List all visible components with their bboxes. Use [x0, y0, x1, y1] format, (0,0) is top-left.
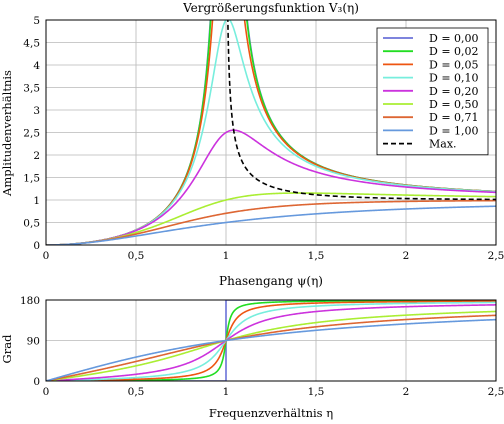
amplitude-panel: Vergrößerungsfunktion V₃(η) Amplitudenve…	[0, 1, 504, 262]
amplitude-x-tick-label: 1	[223, 250, 230, 262]
phase-chart-title: Phasengang ψ(η)	[219, 274, 323, 288]
legend-item: Max.	[383, 138, 457, 151]
phase-x-tick-label: 2	[403, 386, 410, 398]
amplitude-curve-7	[46, 205, 496, 245]
amplitude-y-tick-label: 5	[33, 15, 40, 27]
phase-curve-3	[46, 301, 496, 381]
phase-x-axis-label: Frequenzverhältnis η	[209, 406, 333, 420]
amplitude-y-tick-label: 4,5	[23, 38, 40, 50]
amplitude-x-tick-label: 0	[43, 250, 50, 262]
legend: D = 0,00D = 0,02D = 0,05D = 0,10D = 0,20…	[376, 27, 489, 156]
phase-curve-7	[46, 318, 496, 381]
legend-label: Max.	[429, 138, 457, 151]
legend-item: D = 0,02	[383, 45, 479, 58]
legend-item: D = 1,00	[383, 124, 479, 137]
legend-label: D = 0,71	[429, 111, 479, 124]
legend-item: D = 0,50	[383, 98, 479, 111]
legend-item: D = 0,05	[383, 58, 479, 71]
phase-curve-5	[46, 310, 496, 381]
amplitude-max-curve	[227, 20, 496, 201]
phase-plot-frame	[45, 299, 497, 382]
amplitude-y-tick-label: 2	[33, 150, 40, 162]
phase-y-axis-label: Grad	[0, 334, 14, 364]
phase-y-tick-label: 0	[33, 376, 40, 388]
phase-x-tick-label: 2,5	[488, 386, 504, 398]
legend-label: D = 0,10	[429, 72, 479, 85]
amplitude-curve-4	[46, 129, 496, 245]
amplitude-y-tick-label: 1	[33, 195, 40, 207]
legend-item: D = 0,10	[383, 72, 479, 85]
phase-x-tick-label: 0,5	[128, 386, 145, 398]
amplitude-curve-6	[46, 199, 496, 245]
amplitude-y-tick-label: 2,5	[23, 128, 40, 140]
phase-series	[46, 300, 496, 381]
legend-label: D = 0,00	[429, 32, 479, 45]
legend-item: D = 0,00	[383, 32, 479, 45]
legend-label: D = 1,00	[429, 124, 479, 137]
amplitude-x-tick-label: 1,5	[308, 250, 325, 262]
phase-x-tick-label: 1,5	[308, 386, 325, 398]
legend-item: D = 0,71	[383, 111, 479, 124]
phase-grid	[45, 299, 497, 382]
legend-label: D = 0,20	[429, 85, 479, 98]
amplitude-y-tick-label: 0,5	[23, 218, 40, 230]
legend-item: D = 0,20	[383, 85, 479, 98]
phase-curve-2	[46, 300, 496, 381]
phase-curve-4	[46, 304, 496, 381]
legend-label: D = 0,05	[429, 58, 479, 71]
amplitude-plot-frame	[45, 19, 497, 246]
amplitude-chart-title: Vergrößerungsfunktion V₃(η)	[182, 1, 359, 15]
amplitude-y-tick-label: 1,5	[23, 173, 40, 185]
amplitude-x-tick-label: 2	[403, 250, 410, 262]
amplitude-y-tick-label: 0	[33, 240, 40, 252]
amplitude-x-tick-label: 0,5	[128, 250, 145, 262]
amplitude-series	[46, 20, 496, 245]
phase-x-tick-label: 0	[43, 386, 50, 398]
amplitude-y-axis-label: Amplitudenverhältnis	[0, 70, 14, 197]
amplitude-y-tick-label: 3	[33, 105, 40, 117]
amplitude-y-tick-label: 3,5	[23, 83, 40, 95]
legend-label: D = 0,50	[429, 98, 479, 111]
legend-label: D = 0,02	[429, 45, 479, 58]
phase-y-tick-label: 90	[27, 336, 40, 348]
phase-tick-labels: 0 0,5 1 1,5 2 2,5 0 90 180	[20, 295, 504, 398]
phase-y-tick-label: 180	[20, 295, 40, 307]
amplitude-x-tick-label: 2,5	[488, 250, 504, 262]
amplitude-tick-labels: 0 0,5 1 1,5 2 2,5 0 0,5 1 1,5 2 2,5 3 3,5 4 4,5 5	[23, 15, 504, 262]
phase-panel: Phasengang ψ(η) Grad 0 0,5 1 1,5 2 2,5090180 …	[0, 274, 504, 420]
amplitude-y-tick-label: 4	[33, 60, 40, 72]
phase-curve-6	[46, 314, 496, 381]
phase-x-tick-label: 1	[223, 386, 230, 398]
